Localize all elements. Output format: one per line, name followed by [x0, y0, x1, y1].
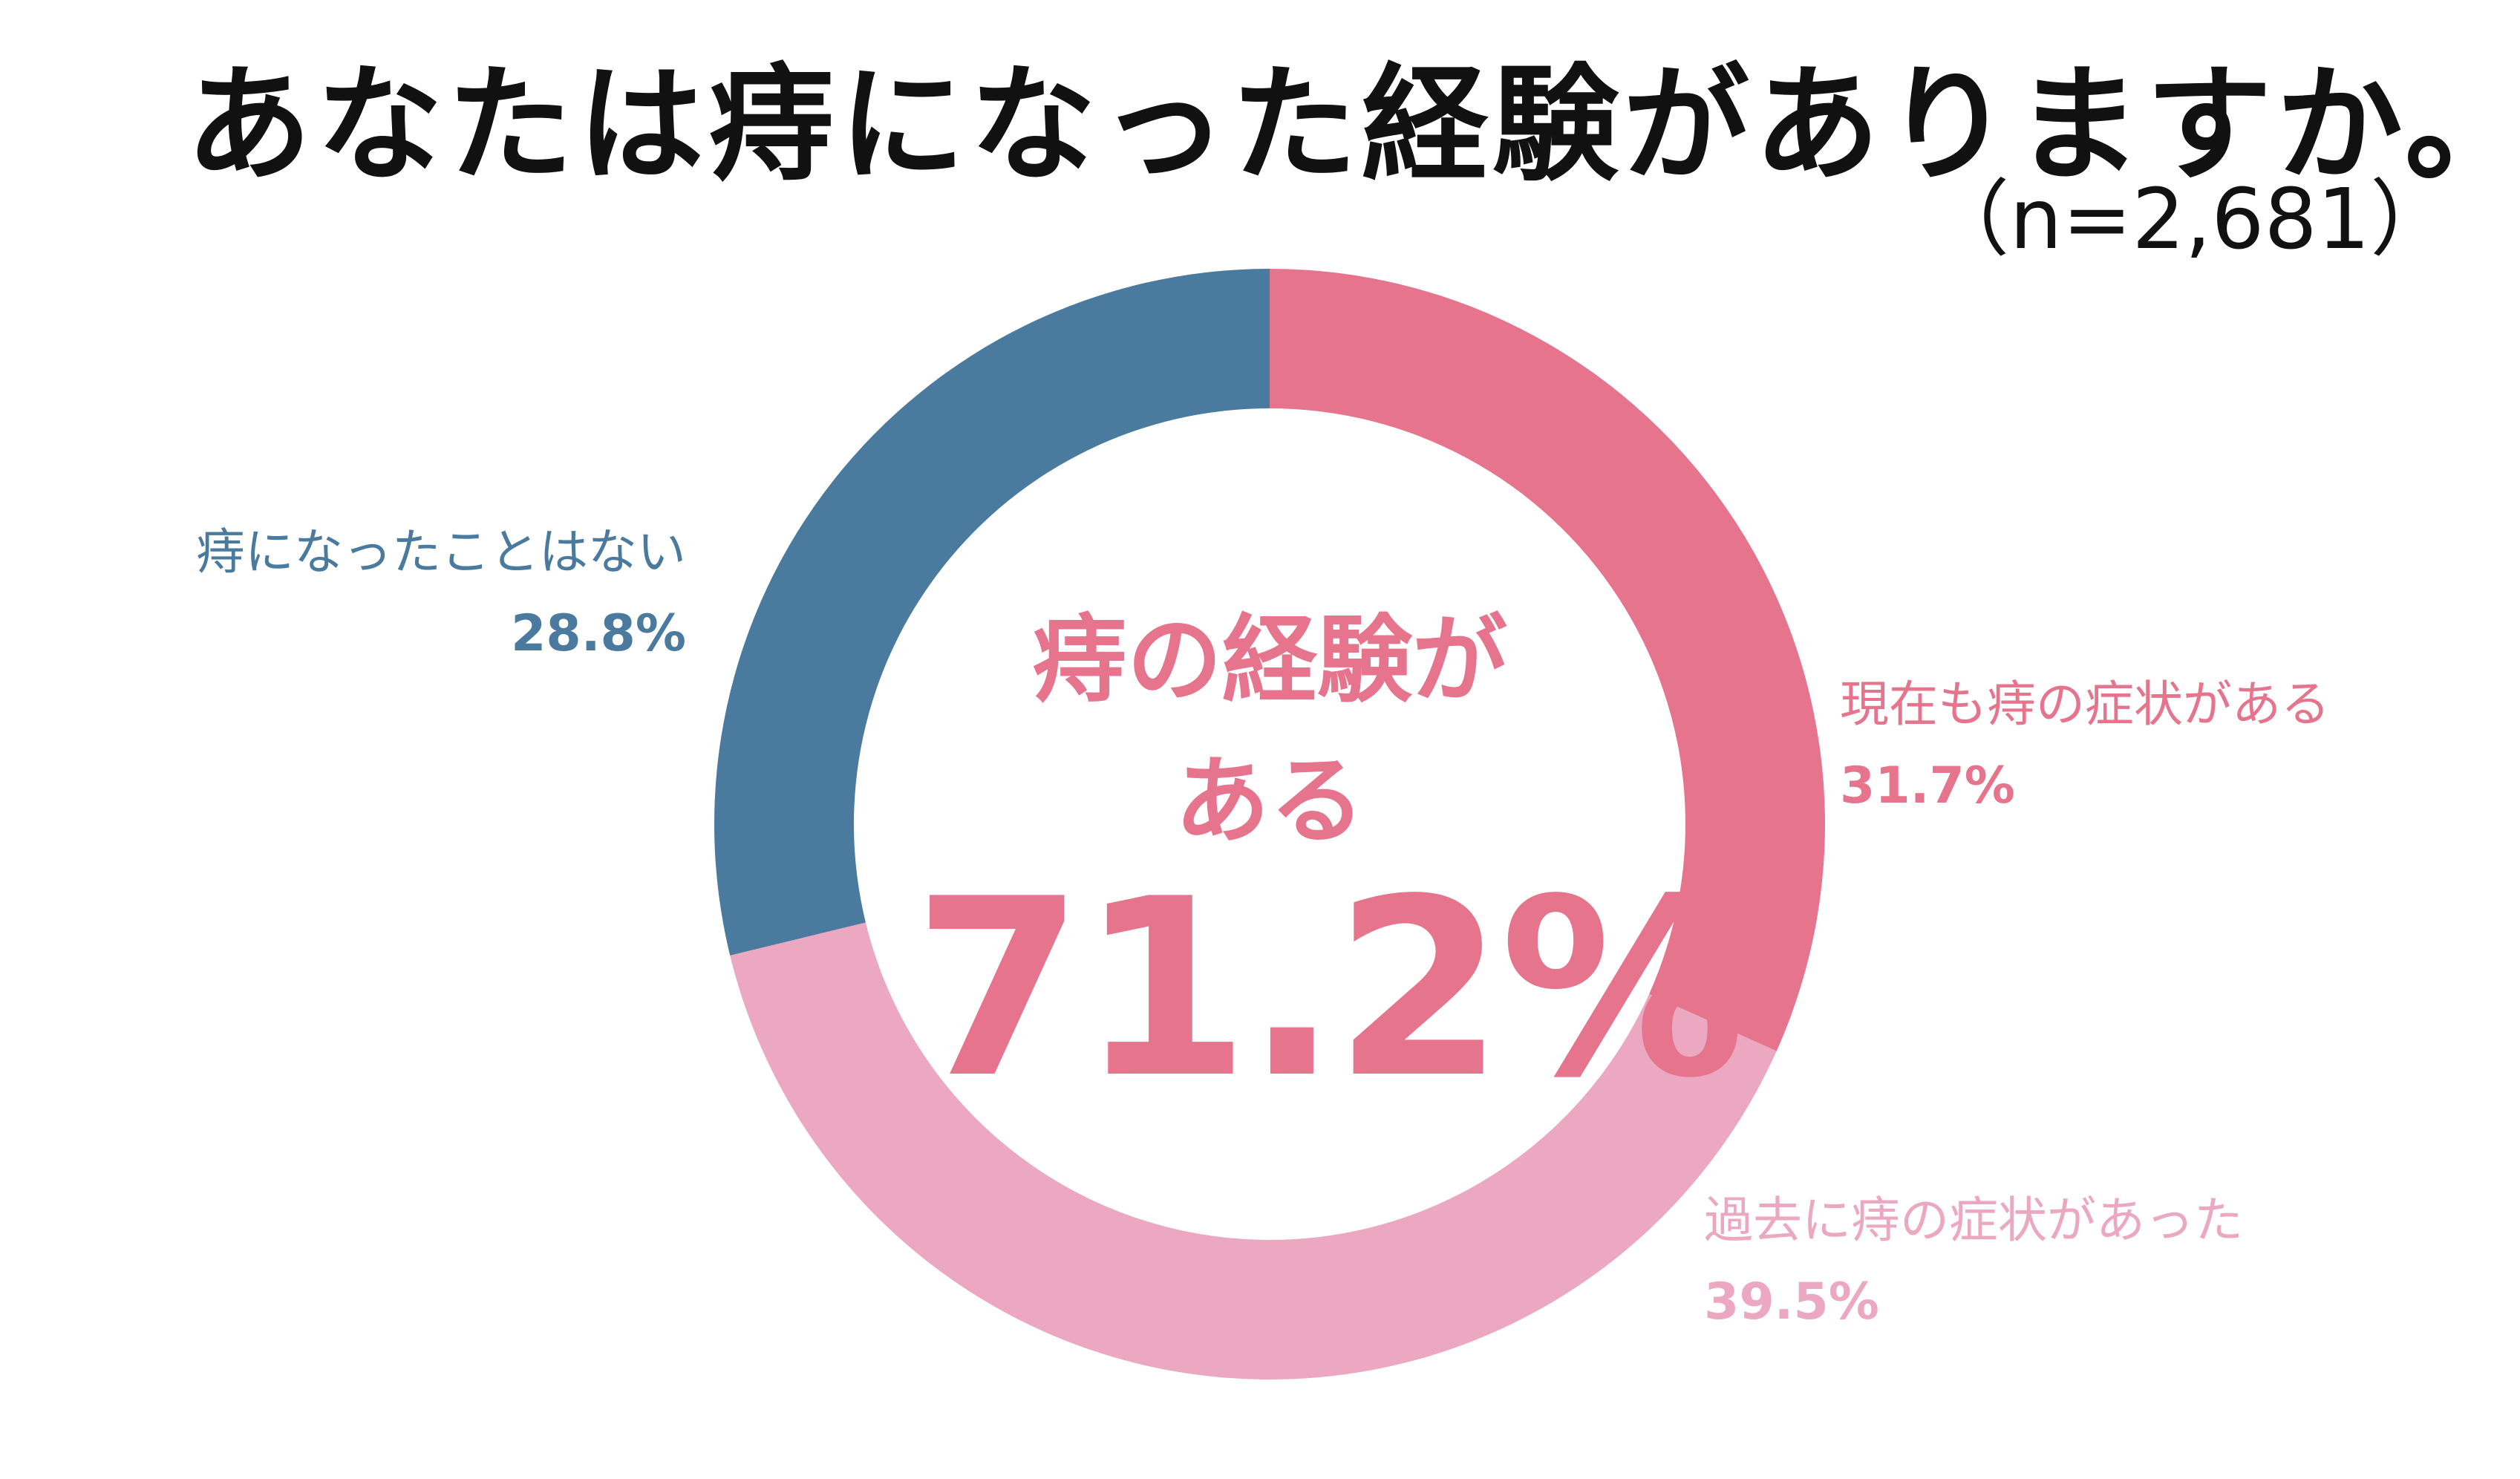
slice-label-current-value: 31.7% [1840, 757, 2015, 815]
center-value: 71.2% [913, 846, 1746, 1132]
slice-label-past-text: 過去に痔の症状があった [1704, 1192, 2243, 1249]
slice-label-never-value: 28.8% [511, 604, 686, 663]
donut-slice-current [1270, 269, 1825, 1051]
slice-label-past: 過去に痔の症状があった 39.5% [1704, 1181, 2243, 1331]
slice-label-current: 現在も痔の症状がある 31.7% [1840, 665, 2330, 815]
sample-size: （n=2,681） [1926, 172, 2453, 268]
slice-label-never: 痔になったことはない 28.8% [196, 512, 686, 663]
slice-label-past-value: 39.5% [1704, 1273, 1879, 1331]
center-label-line1: 痔の経験が [1031, 605, 1507, 716]
slice-label-current-text: 現在も痔の症状がある [1840, 676, 2330, 733]
center-label-line2: ある [1174, 746, 1365, 857]
donut-slice-never [714, 269, 1270, 956]
chart-title: あなたは痔になった経験がありますか。 [186, 52, 2520, 199]
donut-slice-past [730, 922, 1777, 1380]
slice-label-never-text: 痔になったことはない [196, 523, 686, 581]
